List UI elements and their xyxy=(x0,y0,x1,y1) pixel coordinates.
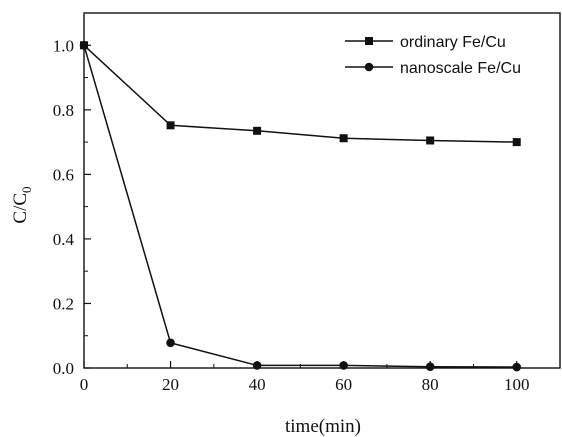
series-line xyxy=(83,44,517,143)
axes xyxy=(83,12,561,369)
y-tick-label: 0.2 xyxy=(53,294,74,313)
data-point-square xyxy=(426,136,435,145)
axis-ticks: 0 20 40 60 80 100 0.0 0.2 0.4 0.6 0.8 1.0 xyxy=(53,12,530,394)
data-series xyxy=(79,40,522,372)
data-point-square xyxy=(253,126,262,135)
data-point-circle xyxy=(339,361,348,370)
x-tick-label: 40 xyxy=(249,375,266,394)
y-tick-label: 0.8 xyxy=(53,101,74,120)
legend-item-nanoscale: nanoscale Fe/Cu xyxy=(345,60,521,77)
x-axis-title: time(min) xyxy=(285,416,361,437)
data-point-square xyxy=(512,138,521,147)
y-tick-label: 0.0 xyxy=(53,359,74,378)
y-tick-label: 0.4 xyxy=(53,230,75,249)
plot-frame xyxy=(83,12,561,369)
y-axis-title-main: C/C xyxy=(10,193,31,224)
data-point-square xyxy=(166,121,175,130)
x-tick-label: 100 xyxy=(504,375,530,394)
series-nanoscale xyxy=(79,40,522,372)
x-tick-label: 0 xyxy=(80,375,89,394)
y-tick-label: 0.6 xyxy=(53,165,74,184)
data-point-square xyxy=(339,134,348,143)
y-axis-title: C/C0 xyxy=(10,186,34,223)
legend-label-nanoscale: nanoscale Fe/Cu xyxy=(400,60,521,77)
y-axis-title-subscript: 0 xyxy=(19,186,34,193)
data-point-circle xyxy=(166,338,175,348)
data-point-circle xyxy=(79,40,89,50)
x-tick-label: 20 xyxy=(162,375,179,394)
data-point-circle xyxy=(252,361,262,370)
y-tick-label: 1.0 xyxy=(53,36,74,55)
series-ordinary xyxy=(80,41,521,147)
series-line xyxy=(83,45,517,368)
x-tick-label: 60 xyxy=(335,375,352,394)
x-tick-label: 80 xyxy=(422,375,439,394)
legend-item-ordinary: ordinary Fe/Cu xyxy=(345,34,506,51)
legend-label-ordinary: ordinary Fe/Cu xyxy=(400,34,506,51)
legend-marker-square xyxy=(365,37,373,45)
data-point-circle xyxy=(512,362,522,372)
data-point-circle xyxy=(425,362,435,372)
legend: ordinary Fe/Cu nanoscale Fe/Cu xyxy=(345,34,521,77)
legend-marker-circle xyxy=(364,62,374,72)
